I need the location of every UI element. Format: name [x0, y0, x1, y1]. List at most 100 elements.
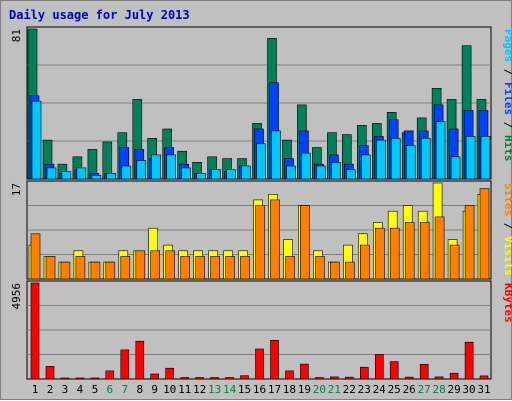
bar-kbytes-day-1 — [30, 282, 40, 380]
legend-entry: / — [502, 216, 512, 236]
bar-kbytes-day-10 — [165, 367, 174, 380]
x-tick-label: 30 — [462, 383, 475, 396]
bar-kbytes-day-24 — [374, 354, 384, 380]
bar-sites-day-6 — [105, 261, 116, 280]
bar-kbytes-day-14 — [225, 377, 234, 380]
bar-sites-day-15 — [240, 256, 250, 280]
bar-pages-day-31 — [480, 136, 491, 180]
bar-kbytes-day-2 — [45, 366, 55, 380]
bar-sites-day-14 — [225, 256, 235, 280]
bar-kbytes-day-7 — [120, 349, 130, 380]
bar-pages-day-28 — [435, 121, 446, 180]
bar-kbytes-day-12 — [195, 377, 204, 380]
bar-kbytes-day-22 — [344, 376, 354, 380]
legend-entry: / — [502, 115, 512, 135]
bar-sites-day-8 — [135, 250, 146, 280]
x-tick-label: 2 — [47, 383, 54, 396]
bar-sites-day-27 — [419, 222, 430, 280]
bar-pages-day-2 — [46, 167, 57, 180]
bar-pages-day-6 — [106, 173, 117, 180]
bar-kbytes-day-13 — [210, 377, 219, 380]
legend-kbytes: KBytes — [502, 283, 512, 323]
bar-kbytes-day-27 — [419, 363, 429, 380]
bar-kbytes-day-28 — [434, 376, 444, 380]
bar-kbytes-day-4 — [75, 377, 85, 380]
bar-kbytes-day-9 — [150, 373, 159, 380]
bar-sites-day-30 — [464, 205, 475, 280]
legend-entry: Visits — [502, 236, 512, 276]
bar-sites-day-18 — [285, 256, 295, 280]
x-tick-label: 16 — [253, 383, 266, 396]
bar-kbytes-day-16 — [255, 348, 264, 380]
bar-pages-day-9 — [151, 154, 161, 180]
bar-pages-day-13 — [211, 169, 221, 180]
bar-kbytes-day-18 — [285, 370, 294, 380]
legend-hits-files-pages: Pages / Files / Hits — [502, 29, 512, 162]
bar-pages-day-11 — [181, 167, 191, 180]
bar-pages-day-5 — [91, 175, 102, 180]
x-tick-label: 17 — [268, 383, 281, 396]
bar-pages-day-26 — [405, 145, 416, 180]
bar-pages-day-4 — [76, 167, 87, 180]
x-tick-label: 3 — [62, 383, 69, 396]
legend-visits-sites: Sites / Visits — [502, 183, 512, 276]
x-tick-label: 10 — [163, 383, 176, 396]
bar-sites-day-2 — [45, 256, 56, 280]
bar-kbytes-day-29 — [449, 372, 459, 380]
bar-pages-day-27 — [420, 138, 431, 180]
x-tick-label: 13 — [208, 383, 221, 396]
legend-entry: Pages — [502, 29, 512, 62]
bar-pages-day-21 — [331, 162, 341, 180]
legend-entry: Sites — [502, 183, 512, 216]
bar-kbytes-day-25 — [389, 361, 399, 380]
x-tick-label: 31 — [477, 383, 490, 396]
x-tick-label: 8 — [136, 383, 143, 396]
x-tick-label: 28 — [432, 383, 445, 396]
x-tick-label: 21 — [328, 383, 341, 396]
x-tick-label: 18 — [283, 383, 296, 396]
x-tick-label: 23 — [358, 383, 371, 396]
bar-sites-day-11 — [180, 256, 190, 280]
bar-sites-day-31 — [479, 188, 490, 280]
y-max-label: 17 — [10, 183, 23, 196]
bar-pages-day-20 — [316, 165, 326, 180]
x-tick-label: 7 — [121, 383, 128, 396]
x-tick-label: 20 — [313, 383, 326, 396]
bar-kbytes-day-30 — [464, 341, 474, 380]
bar-pages-day-22 — [345, 169, 356, 180]
bar-sites-day-24 — [374, 227, 385, 280]
bar-pages-day-29 — [450, 156, 461, 180]
bar-sites-day-7 — [120, 256, 131, 280]
bar-sites-day-3 — [60, 261, 71, 280]
bar-pages-day-19 — [301, 152, 311, 180]
bar-sites-day-21 — [330, 261, 340, 280]
bar-pages-day-24 — [375, 139, 386, 180]
chart-title: Daily usage for July 2013 — [9, 8, 190, 22]
x-tick-label: 6 — [106, 383, 113, 396]
bar-kbytes-day-26 — [404, 376, 414, 380]
x-tick-label: 24 — [373, 383, 387, 396]
bar-pages-day-12 — [196, 173, 206, 180]
x-tick-label: 25 — [388, 383, 401, 396]
bar-kbytes-day-15 — [240, 375, 249, 380]
bar-sites-day-19 — [300, 205, 310, 280]
bar-kbytes-day-3 — [60, 377, 70, 380]
legend-entry: / — [502, 62, 512, 82]
bar-sites-day-20 — [315, 256, 325, 280]
x-tick-label: 15 — [238, 383, 251, 396]
bar-sites-day-9 — [150, 250, 160, 280]
bar-pages-day-25 — [390, 138, 401, 180]
y-max-label: 4956 — [10, 283, 23, 310]
bar-sites-day-1 — [30, 233, 41, 280]
x-tick-label: 19 — [298, 383, 311, 396]
bar-sites-day-25 — [389, 227, 400, 280]
bar-pages-day-15 — [241, 165, 251, 180]
legend-entry: Files — [502, 82, 512, 115]
bar-sites-day-10 — [165, 250, 175, 280]
bar-sites-day-4 — [75, 256, 86, 280]
legend-entry: KBytes — [502, 283, 512, 323]
bar-sites-day-22 — [344, 261, 355, 280]
x-tick-label: 1 — [32, 383, 39, 396]
x-tick-label: 4 — [77, 383, 84, 396]
bar-pages-day-1 — [31, 100, 42, 180]
